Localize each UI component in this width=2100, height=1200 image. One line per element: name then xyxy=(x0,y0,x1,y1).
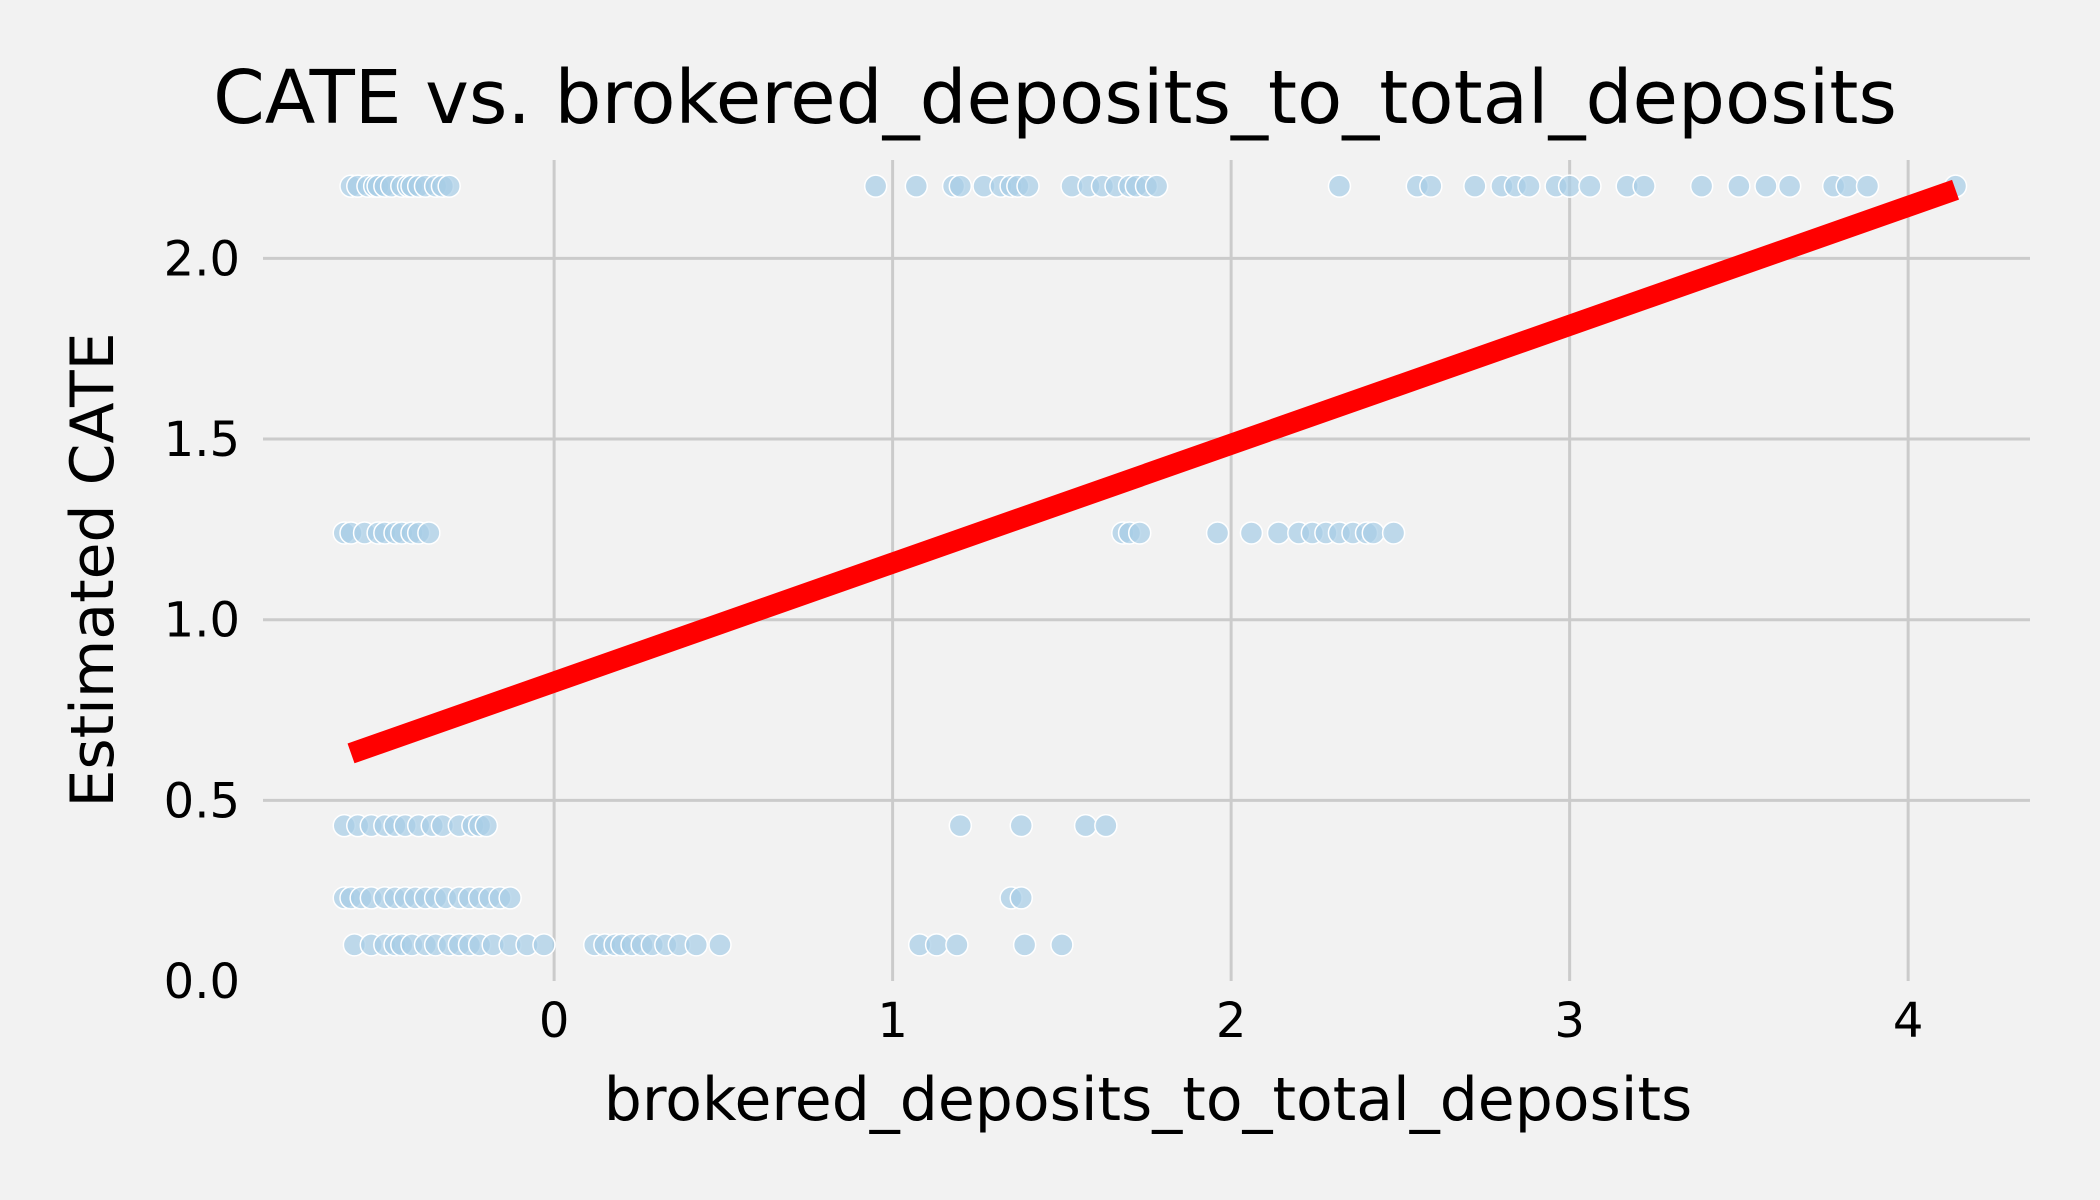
data-point xyxy=(1009,886,1034,910)
data-point xyxy=(1094,813,1118,838)
x-tick-label: 3 xyxy=(1554,993,1585,1049)
data-point xyxy=(1855,174,1880,198)
data-point xyxy=(863,174,888,198)
y-tick-label: 2.0 xyxy=(164,231,240,287)
data-point xyxy=(1727,174,1751,198)
trend-line xyxy=(347,179,1960,764)
x-tick-label: 0 xyxy=(539,993,570,1049)
data-point xyxy=(684,933,709,957)
y-tick-labels: 0.0 0.5 1.0 1.5 2.0 xyxy=(164,231,240,1010)
data-point xyxy=(1754,174,1778,198)
x-tick-label: 4 xyxy=(1893,993,1924,1049)
y-axis-label: Estimated CATE xyxy=(58,332,128,807)
data-point xyxy=(1361,521,1386,545)
x-axis-label: brokered_deposits_to_total_deposits xyxy=(604,1065,1692,1135)
x-gridlines xyxy=(552,160,1910,981)
data-point xyxy=(1777,174,1802,198)
data-point xyxy=(708,933,732,957)
y-tick-label: 0.5 xyxy=(164,773,240,829)
data-point xyxy=(1381,521,1406,545)
x-tick-labels: 0 1 2 3 4 xyxy=(539,993,1924,1049)
data-point xyxy=(532,933,556,957)
data-point xyxy=(1327,174,1352,198)
data-point xyxy=(1009,813,1034,838)
data-point xyxy=(1557,174,1582,198)
x-tick-label: 1 xyxy=(877,993,908,1049)
data-point xyxy=(948,174,973,198)
data-point xyxy=(1050,933,1074,957)
data-point xyxy=(1205,521,1230,545)
data-point xyxy=(1016,174,1040,198)
trend-line-group xyxy=(347,179,1960,764)
data-point xyxy=(948,813,973,838)
data-point xyxy=(1835,174,1859,198)
data-point xyxy=(1239,521,1264,545)
data-point xyxy=(1073,813,1098,838)
data-point xyxy=(437,174,461,198)
data-point xyxy=(1463,174,1487,198)
data-point xyxy=(474,813,499,838)
data-point xyxy=(945,933,969,957)
data-point xyxy=(1689,174,1714,198)
y-tick-label: 1.0 xyxy=(164,593,240,649)
data-point xyxy=(1012,933,1037,957)
y-tick-label: 1.5 xyxy=(164,412,240,468)
data-point xyxy=(924,933,949,957)
data-point xyxy=(498,886,522,910)
data-point xyxy=(1127,521,1152,545)
x-tick-label: 2 xyxy=(1216,993,1247,1049)
data-point xyxy=(904,174,929,198)
data-point xyxy=(1144,174,1169,198)
chart-title: CATE vs. brokered_deposits_to_total_depo… xyxy=(213,55,1897,141)
data-point xyxy=(417,521,441,545)
data-point xyxy=(1419,174,1443,198)
scatter-points xyxy=(332,174,1968,957)
data-point xyxy=(1578,174,1602,198)
data-point xyxy=(1517,174,1541,198)
data-point xyxy=(1632,174,1656,198)
y-tick-label: 0.0 xyxy=(164,954,240,1010)
data-point xyxy=(1266,521,1291,545)
